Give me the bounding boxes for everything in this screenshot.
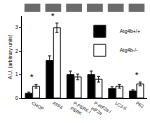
svg-text:Atg4b-/-: Atg4b-/- xyxy=(120,47,138,53)
svg-text:CHOP: CHOP xyxy=(31,101,45,112)
svg-text:1: 1 xyxy=(15,71,18,77)
svg-text:A.U. (arbitrary units): A.U. (arbitrary units) xyxy=(7,34,13,79)
svg-text:0: 0 xyxy=(15,95,18,101)
svg-text:*: * xyxy=(135,70,139,80)
svg-text:3: 3 xyxy=(15,24,18,30)
svg-text:2: 2 xyxy=(15,48,18,54)
svg-text:*: * xyxy=(51,11,55,21)
svg-text:P-eIF2α /eIF2α: P-eIF2α /eIF2α xyxy=(90,101,112,120)
svg-text:*: * xyxy=(30,72,34,82)
svg-text:Atg4b+/+: Atg4b+/+ xyxy=(120,28,140,34)
svg-text:ATF4: ATF4 xyxy=(52,101,64,111)
svg-text:P62: P62 xyxy=(135,101,145,110)
svg-text:LC3-II: LC3-II xyxy=(114,101,127,111)
svg-text:P-PERK /PERK: P-PERK /PERK xyxy=(70,101,93,120)
